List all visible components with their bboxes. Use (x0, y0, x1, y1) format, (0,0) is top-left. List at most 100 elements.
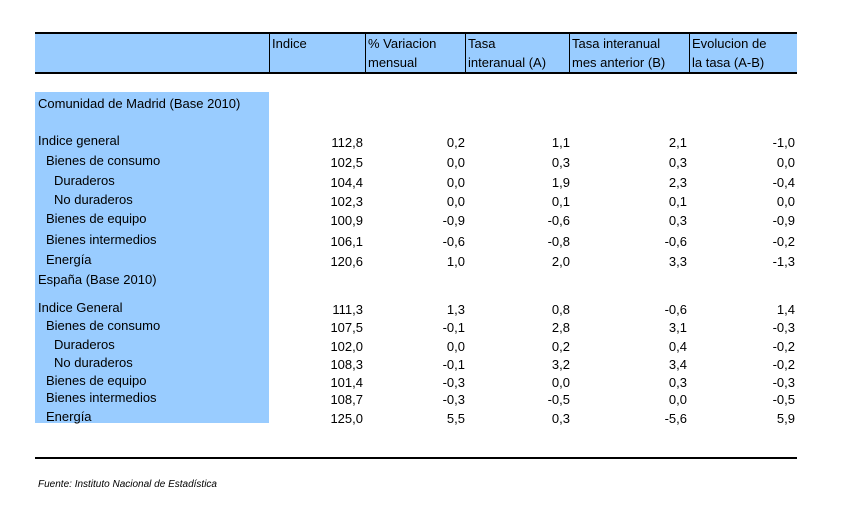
cell-value: -0,6 (547, 213, 570, 228)
cell-value: 0,3 (668, 155, 687, 170)
cell-value: 2,8 (551, 320, 570, 335)
row-label: Duraderos (54, 337, 115, 352)
cell-value: -0,1 (442, 320, 465, 335)
cell-value: 108,3 (330, 357, 363, 372)
cell-value: 0,2 (551, 339, 570, 354)
cell-value: 125,0 (330, 411, 363, 426)
bottom-rule (35, 457, 797, 459)
cell-value: 5,5 (446, 411, 465, 426)
cell-value: 0,0 (446, 194, 465, 209)
cell-value: 120,6 (330, 254, 363, 269)
cell-value: 0,4 (668, 339, 687, 354)
cell-value: -0,3 (772, 375, 795, 390)
cell-value: 1,1 (551, 135, 570, 150)
column-header-line: Tasa interanual (572, 36, 661, 51)
cell-value: 2,0 (551, 254, 570, 269)
cell-value: 0,0 (446, 339, 465, 354)
cell-value: -1,3 (772, 254, 795, 269)
cell-value: -0,9 (442, 213, 465, 228)
row-label: Bienes de equipo (46, 373, 147, 388)
cell-value: 0,0 (776, 194, 795, 209)
cell-value: 0,0 (551, 375, 570, 390)
cell-value: 104,4 (330, 175, 363, 190)
cell-value: -0,6 (664, 234, 687, 249)
cell-value: 0,3 (551, 411, 570, 426)
row-label: Duraderos (54, 173, 115, 188)
cell-value: 3,2 (551, 357, 570, 372)
cell-value: 0,3 (668, 375, 687, 390)
cell-value: 100,9 (330, 213, 363, 228)
cell-value: 101,4 (330, 375, 363, 390)
cell-value: 102,0 (330, 339, 363, 354)
cell-value: 1,4 (776, 302, 795, 317)
column-header-line: Evolucion de (692, 36, 767, 51)
cell-value: -0,2 (772, 357, 795, 372)
column-header: % Variacion mensual (365, 34, 465, 72)
cell-value: -0,6 (442, 234, 465, 249)
cell-value: 0,8 (551, 302, 570, 317)
cell-value: -0,8 (547, 234, 570, 249)
column-header-line: Tasa (468, 36, 496, 51)
cell-value: 0,1 (668, 194, 687, 209)
cell-value: -1,0 (772, 135, 795, 150)
cell-value: 0,0 (446, 155, 465, 170)
row-label: Bienes intermedios (46, 390, 157, 405)
row-label: Indice General (38, 300, 123, 315)
row-label: Energía (46, 252, 92, 267)
cell-value: 108,7 (330, 392, 363, 407)
section-title: Comunidad de Madrid (Base 2010) (38, 96, 241, 111)
cell-value: -0,2 (772, 339, 795, 354)
cell-value: 0,3 (551, 155, 570, 170)
row-label: Energía (46, 409, 92, 424)
column-header-line: Indice (272, 36, 307, 51)
cell-value: 102,5 (330, 155, 363, 170)
row-label: No duraderos (54, 355, 133, 370)
cell-value: -0,1 (442, 357, 465, 372)
table-header (35, 32, 797, 74)
cell-value: 0,2 (446, 135, 465, 150)
source-note: Fuente: Instituto Nacional de Estadístic… (38, 479, 217, 490)
cell-value: 102,3 (330, 194, 363, 209)
column-header-line: mes anterior (B) (572, 55, 666, 70)
cell-value: -0,6 (664, 302, 687, 317)
cell-value: 106,1 (330, 234, 363, 249)
cell-value: 112,8 (331, 135, 363, 150)
cell-value: 5,9 (776, 411, 795, 426)
column-header-line: la tasa (A-B) (692, 55, 765, 70)
cell-value: 3,1 (668, 320, 687, 335)
cell-value: 111,3 (332, 302, 363, 317)
cell-value: -0,3 (442, 375, 465, 390)
row-label: Indice general (38, 133, 120, 148)
cell-value: 0,0 (668, 392, 687, 407)
cell-value: -0,5 (772, 392, 795, 407)
column-header-line: mensual (368, 55, 418, 70)
cell-value: 0,0 (776, 155, 795, 170)
cell-value: 0,0 (446, 175, 465, 190)
cell-value: -0,9 (772, 213, 795, 228)
column-header: Indice (269, 34, 365, 72)
column-header: Tasa interanual mes anterior (B) (569, 34, 689, 72)
row-label: Bienes intermedios (46, 232, 157, 247)
cell-value: 2,1 (668, 135, 687, 150)
cell-value: 0,3 (668, 213, 687, 228)
column-header: Tasa interanual (A) (465, 34, 569, 72)
cell-value: 0,1 (551, 194, 570, 209)
cell-value: -0,4 (772, 175, 795, 190)
cell-value: 3,4 (668, 357, 687, 372)
cell-value: 3,3 (668, 254, 687, 269)
cell-value: 1,3 (446, 302, 465, 317)
column-header-line: interanual (A) (468, 55, 547, 70)
column-header-line: % Variacion (368, 36, 437, 51)
cell-value: -0,5 (547, 392, 570, 407)
cell-value: -0,3 (442, 392, 465, 407)
label-column-band (35, 92, 269, 423)
cell-value: 107,5 (330, 320, 363, 335)
cell-value: 2,3 (668, 175, 687, 190)
cell-value: -5,6 (664, 411, 687, 426)
row-label: Bienes de consumo (46, 153, 161, 168)
column-header: Evolucion de la tasa (A-B) (689, 34, 797, 72)
cell-value: -0,3 (772, 320, 795, 335)
row-label: No duraderos (54, 192, 133, 207)
row-label: Bienes de consumo (46, 318, 161, 333)
cell-value: 1,9 (551, 175, 570, 190)
